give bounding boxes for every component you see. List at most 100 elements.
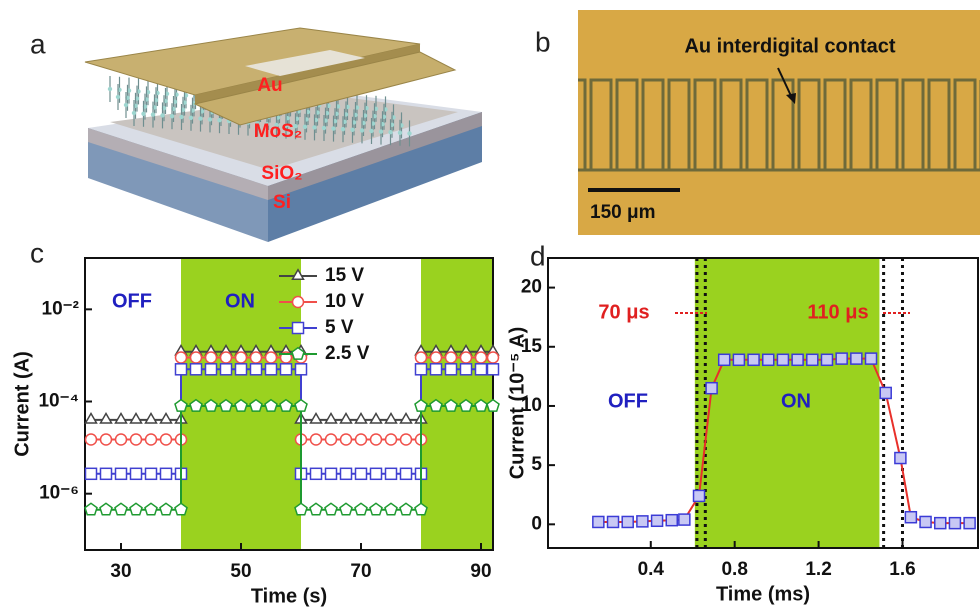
- data-point: [251, 364, 262, 375]
- atom: [369, 129, 373, 133]
- data-point: [401, 434, 412, 445]
- data-point: [416, 352, 427, 363]
- data-point: [416, 364, 427, 375]
- data-point: [763, 354, 774, 365]
- data-point: [356, 468, 367, 479]
- atom: [379, 129, 383, 133]
- data-point: [311, 434, 322, 445]
- atom: [151, 112, 155, 116]
- data-point: [488, 364, 499, 375]
- x-tick-label: 0.4: [638, 559, 665, 580]
- data-point: [461, 364, 472, 375]
- x-tick-label: 1.2: [805, 559, 831, 580]
- y-tick-label: 0: [531, 513, 542, 534]
- atom: [312, 125, 316, 129]
- x-tick-label: 30: [110, 561, 131, 582]
- data-point: [145, 503, 157, 515]
- atom: [322, 126, 326, 130]
- legend-label: 15 V: [325, 265, 364, 286]
- data-point: [311, 414, 322, 424]
- data-point: [131, 414, 142, 424]
- data-point: [206, 352, 217, 363]
- panel-label: b: [535, 26, 551, 57]
- data-point: [666, 515, 677, 526]
- data-point: [949, 518, 960, 529]
- data-point: [326, 468, 337, 479]
- atom: [350, 128, 354, 132]
- y-tick-label: 20: [521, 277, 542, 298]
- y-tick-label: 10⁻⁴: [38, 391, 79, 412]
- data-point: [356, 434, 367, 445]
- data-point: [293, 323, 304, 334]
- data-point: [116, 414, 127, 424]
- data-point: [340, 503, 352, 515]
- legend-label: 2.5 V: [325, 343, 370, 364]
- data-point: [146, 434, 157, 445]
- data-point: [371, 414, 382, 424]
- data-point: [326, 414, 337, 424]
- data-point: [371, 468, 382, 479]
- atom: [341, 127, 345, 131]
- x-axis-label: Time (ms): [716, 583, 810, 605]
- data-point: [386, 434, 397, 445]
- data-point: [371, 434, 382, 445]
- data-point: [116, 468, 127, 479]
- data-point: [146, 414, 157, 424]
- data-point: [431, 364, 442, 375]
- atom: [124, 103, 128, 107]
- data-point: [251, 352, 262, 363]
- layer-label: Si: [273, 192, 291, 213]
- data-point: [160, 503, 172, 515]
- data-point: [310, 503, 322, 515]
- annotation: OFF: [608, 390, 648, 412]
- atom: [116, 95, 120, 99]
- data-point: [446, 352, 457, 363]
- atom: [108, 87, 112, 91]
- data-point: [733, 354, 744, 365]
- data-point: [101, 434, 112, 445]
- data-point: [851, 353, 862, 364]
- atom: [331, 126, 335, 130]
- layer-label: SiO₂: [261, 163, 302, 184]
- data-point: [431, 352, 442, 363]
- annotation: 110 μs: [807, 301, 868, 323]
- data-point: [777, 354, 788, 365]
- x-tick-label: 0.8: [721, 559, 747, 580]
- data-point: [146, 468, 157, 479]
- x-tick-label: 70: [350, 561, 371, 582]
- data-point: [161, 414, 172, 424]
- y-axis-label: Current (10⁻⁵ A): [506, 327, 528, 480]
- data-point: [748, 354, 759, 365]
- data-point: [401, 414, 412, 424]
- annotation: Au interdigital contact: [684, 35, 895, 57]
- atom: [141, 112, 145, 116]
- atom: [303, 125, 307, 129]
- data-point: [821, 354, 832, 365]
- data-point: [593, 516, 604, 527]
- panel-label: c: [30, 237, 44, 268]
- data-point: [706, 383, 717, 394]
- data-point: [176, 364, 187, 375]
- annotation: ON: [225, 290, 255, 312]
- data-point: [325, 503, 337, 515]
- panel-label: a: [30, 28, 46, 59]
- atom: [189, 116, 193, 120]
- data-point: [895, 453, 906, 464]
- data-point: [206, 364, 217, 375]
- atom: [132, 111, 136, 115]
- data-point: [608, 516, 619, 527]
- data-point: [792, 354, 803, 365]
- layer-label: MoS₂: [254, 121, 303, 142]
- y-tick-label: 10⁻²: [42, 298, 80, 319]
- data-point: [293, 297, 304, 308]
- data-point: [191, 364, 202, 375]
- data-point: [101, 414, 112, 424]
- data-point: [935, 518, 946, 529]
- atom: [170, 114, 174, 118]
- data-point: [637, 516, 648, 527]
- data-point: [622, 516, 633, 527]
- data-point: [488, 352, 499, 363]
- data-point: [476, 364, 487, 375]
- annotation: 70 μs: [598, 301, 649, 323]
- y-axis-label: Current (A): [11, 351, 33, 457]
